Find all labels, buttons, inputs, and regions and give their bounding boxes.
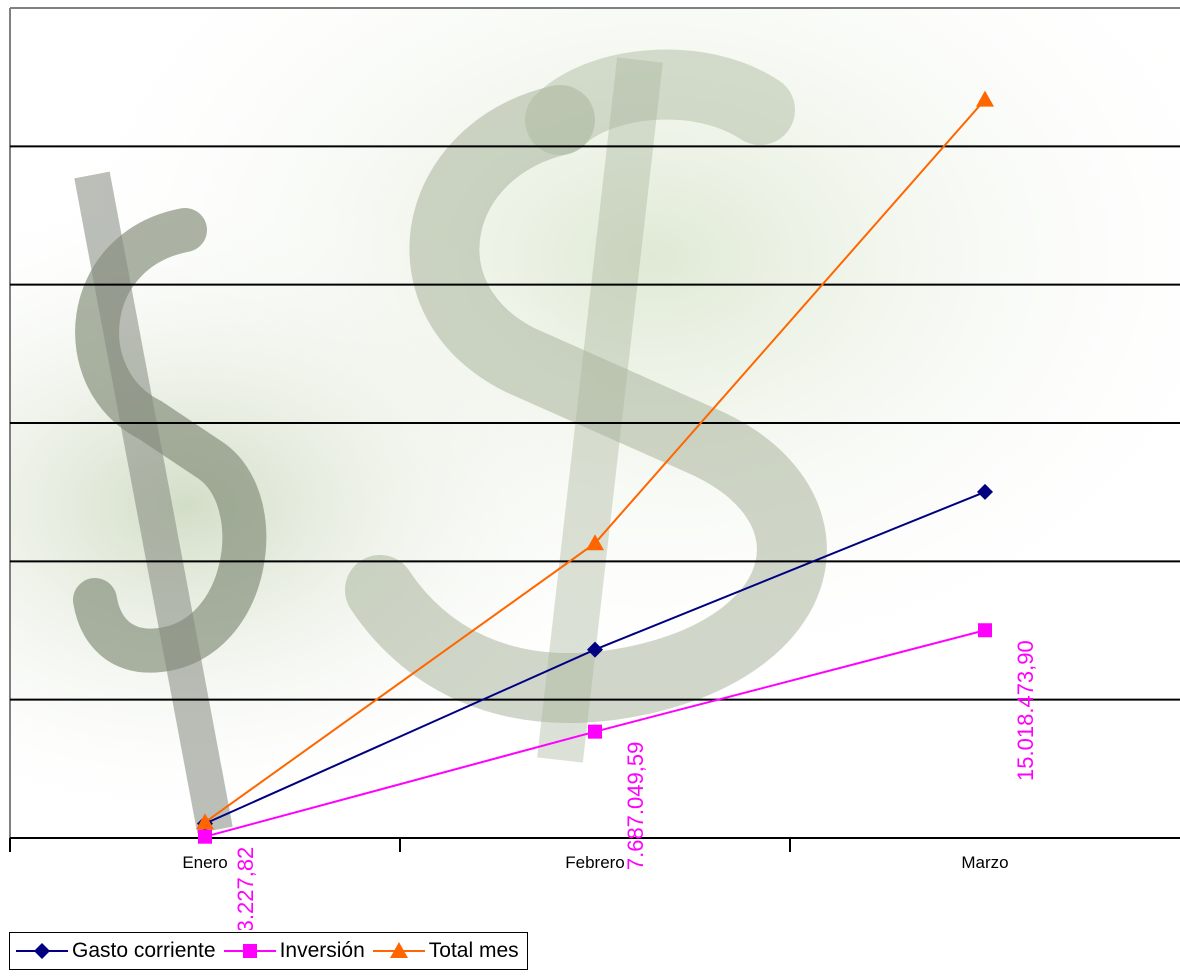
square-marker bbox=[588, 724, 602, 739]
legend-item: Total mes bbox=[371, 939, 519, 963]
diamond-marker bbox=[977, 483, 993, 500]
legend-item: Inversión bbox=[222, 939, 365, 963]
diamond-marker bbox=[34, 943, 50, 959]
legend-item: Gasto corriente bbox=[14, 939, 216, 963]
gridlines bbox=[9, 7, 1180, 838]
series-square bbox=[198, 623, 992, 844]
data-labels: 93.227,82 7.687.049,59 15.018.473,90 bbox=[233, 640, 1038, 930]
data-label: 7.687.049,59 bbox=[623, 742, 648, 870]
legend-label: Inversión bbox=[279, 939, 365, 962]
square-marker bbox=[198, 829, 212, 844]
triangle-marker bbox=[196, 813, 214, 830]
x-tick-label: Enero bbox=[182, 853, 227, 872]
series-group bbox=[196, 90, 994, 844]
series-triangle bbox=[196, 90, 994, 830]
line-chart: Enero Febrero Marzo 93.227,82 7.687.049,59 1… bbox=[9, 7, 1180, 930]
x-tick-label: Marzo bbox=[961, 853, 1008, 872]
diamond-marker bbox=[587, 641, 603, 658]
x-tick-label: Febrero bbox=[565, 853, 625, 872]
data-label: 15.018.473,90 bbox=[1013, 640, 1038, 781]
triangle-marker bbox=[586, 534, 604, 551]
legend-swatch bbox=[223, 944, 276, 958]
x-axis: Enero Febrero Marzo bbox=[9, 837, 1180, 872]
legend-label: Total mes bbox=[428, 939, 519, 962]
data-label: 93.227,82 bbox=[233, 847, 258, 930]
legend-label: Gasto corriente bbox=[72, 939, 216, 962]
legend: Gasto corriente Inversión Total mes bbox=[9, 932, 528, 970]
triangle-marker bbox=[389, 942, 408, 958]
legend-swatch bbox=[16, 943, 68, 959]
square-marker bbox=[242, 944, 257, 958]
square-marker bbox=[978, 623, 992, 638]
legend-swatch bbox=[372, 942, 425, 958]
triangle-marker bbox=[976, 90, 994, 107]
